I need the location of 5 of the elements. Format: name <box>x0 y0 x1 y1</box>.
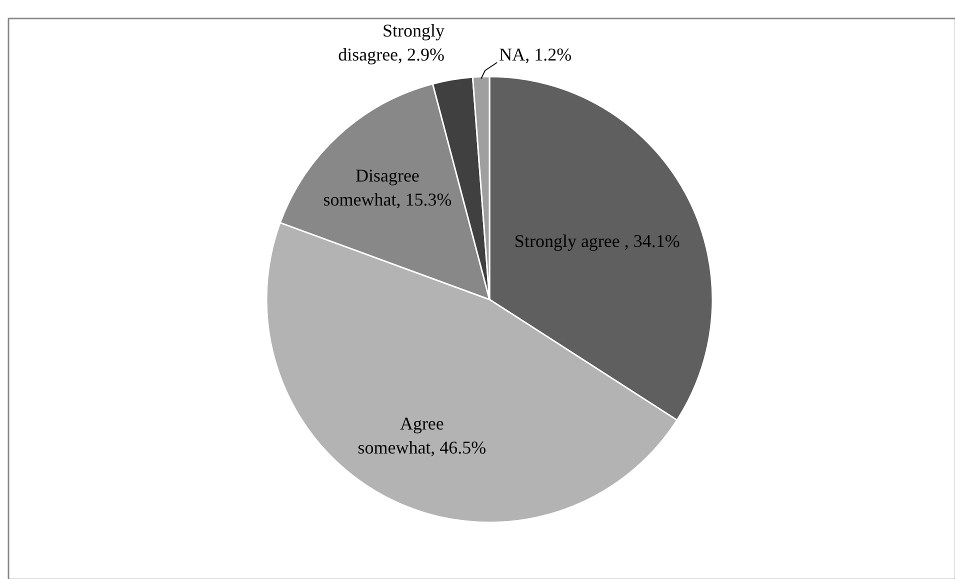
slice-label: NA, 1.2% <box>499 44 572 64</box>
slice-label: Agree somewhat, 46.5% <box>358 413 486 458</box>
slice-label: Disagree somewhat, 15.3% <box>323 165 452 210</box>
slice-label: Strongly disagree, 2.9% <box>338 20 445 64</box>
slice-label: Strongly agree , 34.1% <box>514 230 680 251</box>
